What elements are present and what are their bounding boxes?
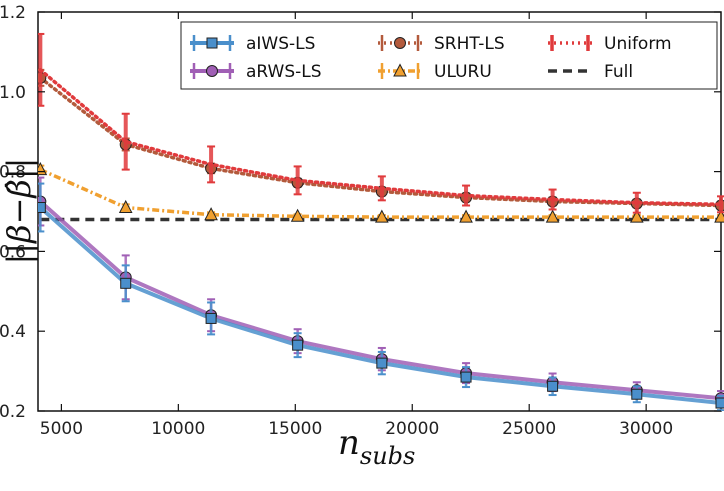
marker-aiws-ls [376, 357, 388, 369]
ticks-layer: 5000 10000 15000 20000 25000 30000 0.2 0.4 0.6 0.… [0, 3, 721, 439]
series-uniform [38, 32, 724, 214]
marker-aiws-ls [547, 380, 559, 392]
y-tick-label: 1.0 [0, 83, 26, 103]
marker-uluru [375, 209, 389, 223]
x-tick-label: 10000 [151, 419, 205, 439]
legend-marker-srht-ls [394, 37, 406, 49]
legend-marker-uluru [393, 63, 407, 77]
x-tick-label: 5000 [40, 419, 83, 439]
legend-item-full: Full [548, 62, 633, 82]
legend-box [180, 21, 718, 90]
legend-label-full: Full [604, 62, 633, 82]
marker-uluru [290, 208, 305, 222]
x-tick-label: 20000 [385, 419, 439, 439]
x-axis-title-main: n [338, 423, 360, 463]
legend-item-srht-ls: SRHT-LS [378, 34, 505, 54]
marker-aiws-ls [631, 388, 643, 400]
y-tick-label: 0.6 [0, 242, 26, 262]
series-uluru [38, 162, 724, 223]
marker-uluru [204, 207, 218, 221]
marker-uluru [714, 209, 724, 223]
x-axis-title: nsubs [338, 423, 415, 470]
y-tick-label: 0.8 [0, 163, 26, 183]
y-tick-label: 1.2 [0, 3, 26, 23]
legend-item-uluru: ULURU [378, 62, 492, 82]
marker-uluru [459, 209, 473, 223]
legend-label-srht-ls: SRHT-LS [434, 34, 505, 54]
legend-marker-arws-ls [206, 65, 218, 77]
marker-aiws-ls [205, 312, 217, 324]
legend-label-arws-ls: aRWS-LS [246, 62, 322, 82]
marker-uluru [629, 209, 644, 223]
x-tick-label: 15000 [268, 419, 322, 439]
marker-aiws-ls [292, 339, 304, 351]
y-tick-label: 0.2 [0, 402, 26, 422]
y-axis-title: ||β−β̂|| [0, 158, 38, 265]
marker-aiws-ls [120, 277, 132, 289]
legend-marker-aiws-ls [206, 37, 218, 49]
legend-label-uluru: ULURU [434, 62, 492, 82]
marker-uluru [118, 199, 133, 214]
series-layer [38, 32, 724, 411]
marker-aiws-ls [460, 371, 472, 383]
legend-label-aiws-ls: aIWS-LS [246, 34, 315, 54]
x-axis-title-sub: subs [360, 442, 415, 470]
legend: aIWS-LS aRWS-LS SRHT-LS ULURU Uniform Full [180, 21, 718, 90]
legend-item-uniform: Uniform [548, 34, 672, 54]
marker-aiws-ls [715, 397, 724, 409]
x-tick-label: 30000 [619, 419, 673, 439]
x-tick-label: 25000 [502, 419, 556, 439]
legend-item-aiws-ls: aIWS-LS [190, 34, 315, 54]
marker-aiws-ls [38, 202, 46, 214]
marker-uluru [545, 209, 560, 223]
series-aiws-ls [38, 182, 724, 411]
y-tick-label: 0.4 [0, 322, 26, 342]
legend-label-uniform: Uniform [604, 34, 672, 54]
legend-item-arws-ls: aRWS-LS [190, 62, 322, 82]
